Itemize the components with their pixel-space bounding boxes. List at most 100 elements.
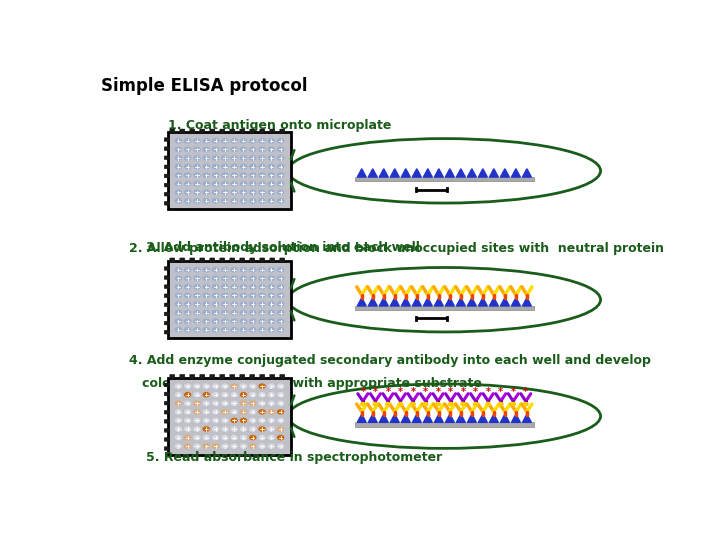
FancyBboxPatch shape: [164, 156, 170, 160]
Circle shape: [249, 138, 256, 144]
Circle shape: [212, 426, 220, 432]
Circle shape: [221, 417, 228, 423]
Circle shape: [268, 417, 275, 423]
FancyBboxPatch shape: [190, 129, 195, 133]
FancyBboxPatch shape: [240, 374, 245, 379]
Circle shape: [240, 319, 247, 324]
Circle shape: [498, 402, 503, 406]
Polygon shape: [434, 414, 444, 422]
Circle shape: [193, 198, 201, 204]
FancyBboxPatch shape: [190, 374, 195, 379]
Circle shape: [230, 443, 238, 449]
Circle shape: [268, 267, 275, 273]
Circle shape: [277, 435, 284, 440]
Circle shape: [258, 198, 266, 204]
Circle shape: [268, 319, 275, 324]
Circle shape: [175, 172, 182, 178]
Circle shape: [474, 402, 478, 406]
Circle shape: [175, 301, 182, 307]
Text: *: *: [523, 387, 528, 396]
Circle shape: [193, 172, 201, 178]
FancyBboxPatch shape: [180, 258, 185, 262]
FancyBboxPatch shape: [170, 258, 175, 262]
Circle shape: [212, 310, 220, 315]
Text: *: *: [423, 387, 428, 396]
Circle shape: [193, 443, 201, 449]
Circle shape: [212, 319, 220, 324]
Circle shape: [277, 155, 284, 161]
Circle shape: [230, 147, 238, 152]
Circle shape: [230, 164, 238, 170]
Circle shape: [277, 190, 284, 195]
Circle shape: [240, 181, 247, 186]
Text: *: *: [373, 387, 378, 396]
Circle shape: [411, 402, 415, 406]
Circle shape: [449, 402, 453, 406]
Circle shape: [249, 426, 256, 432]
Polygon shape: [511, 168, 521, 177]
Polygon shape: [390, 298, 400, 306]
Circle shape: [277, 409, 284, 415]
Circle shape: [221, 275, 228, 281]
FancyBboxPatch shape: [355, 177, 534, 181]
Polygon shape: [490, 414, 498, 422]
Circle shape: [212, 435, 220, 440]
Circle shape: [221, 383, 228, 389]
FancyBboxPatch shape: [164, 447, 170, 450]
Circle shape: [202, 319, 210, 324]
Circle shape: [268, 190, 275, 195]
Circle shape: [175, 164, 182, 170]
Circle shape: [202, 275, 210, 281]
Text: *: *: [448, 387, 453, 396]
Circle shape: [212, 267, 220, 273]
Circle shape: [184, 319, 192, 324]
Circle shape: [277, 284, 284, 289]
Circle shape: [202, 401, 210, 406]
Polygon shape: [379, 414, 388, 422]
FancyBboxPatch shape: [164, 437, 170, 441]
FancyBboxPatch shape: [164, 192, 170, 196]
Circle shape: [193, 190, 201, 195]
Circle shape: [175, 319, 182, 324]
Circle shape: [175, 383, 182, 389]
Circle shape: [193, 401, 201, 406]
Circle shape: [202, 409, 210, 415]
FancyBboxPatch shape: [170, 129, 175, 133]
Circle shape: [212, 147, 220, 152]
Polygon shape: [467, 298, 477, 306]
FancyBboxPatch shape: [210, 129, 215, 133]
Circle shape: [193, 301, 201, 307]
Polygon shape: [413, 168, 421, 177]
Circle shape: [212, 190, 220, 195]
Polygon shape: [357, 168, 366, 177]
Text: *: *: [461, 387, 466, 396]
Circle shape: [193, 319, 201, 324]
FancyBboxPatch shape: [199, 374, 204, 379]
Circle shape: [230, 198, 238, 204]
Circle shape: [184, 275, 192, 281]
Polygon shape: [446, 168, 454, 177]
Circle shape: [373, 402, 377, 406]
Circle shape: [184, 401, 192, 406]
Circle shape: [193, 164, 201, 170]
Circle shape: [240, 310, 247, 315]
Circle shape: [230, 401, 238, 406]
Circle shape: [193, 293, 201, 298]
Circle shape: [212, 275, 220, 281]
Circle shape: [249, 190, 256, 195]
Text: 2. Allow protein adsorption and block unoccupied sites with  neutral protein: 2. Allow protein adsorption and block un…: [129, 241, 664, 254]
Circle shape: [230, 284, 238, 289]
FancyBboxPatch shape: [280, 258, 285, 262]
Circle shape: [240, 275, 247, 281]
Circle shape: [240, 401, 247, 406]
Circle shape: [212, 293, 220, 298]
Circle shape: [175, 181, 182, 186]
Polygon shape: [423, 168, 432, 177]
Text: colorimetric reaction with appropriate substrate: colorimetric reaction with appropriate s…: [129, 377, 482, 390]
Circle shape: [212, 301, 220, 307]
Polygon shape: [357, 298, 366, 306]
FancyBboxPatch shape: [164, 401, 170, 405]
FancyBboxPatch shape: [250, 129, 255, 133]
FancyBboxPatch shape: [168, 261, 291, 338]
Polygon shape: [423, 414, 432, 422]
